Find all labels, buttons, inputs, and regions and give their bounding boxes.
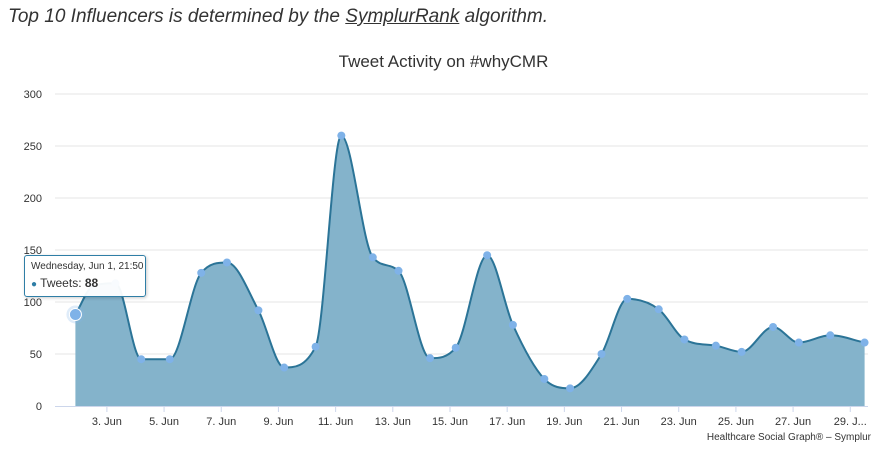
chart-credit[interactable]: Healthcare Social Graph® – Symplur	[706, 432, 871, 443]
data-point[interactable]	[737, 347, 746, 356]
data-point[interactable]	[254, 306, 263, 315]
symplurrank-link[interactable]: SymplurRank	[345, 6, 460, 27]
data-point[interactable]	[508, 320, 517, 329]
data-point[interactable]	[680, 335, 689, 344]
x-tick-label: 25. Jun	[718, 416, 754, 428]
data-point[interactable]	[623, 294, 632, 303]
data-point[interactable]	[860, 338, 869, 347]
x-tick-label: 15. Jun	[432, 416, 468, 428]
data-point[interactable]	[137, 355, 146, 364]
x-tick-label: 19. Jun	[546, 416, 582, 428]
data-point[interactable]	[368, 253, 377, 262]
x-tick-label: 7. Jun	[206, 416, 236, 428]
data-point[interactable]	[769, 322, 778, 331]
headline-suffix: algorithm.	[459, 6, 549, 27]
headline-prefix: Top 10 Influencers is determined by the	[8, 6, 346, 27]
y-tick-label: 50	[30, 349, 42, 361]
x-tick-label: 23. Jun	[661, 416, 697, 428]
x-tick-label: 13. Jun	[375, 416, 411, 428]
data-point[interactable]	[197, 268, 206, 277]
tooltip-date: Wednesday, Jun 1, 21:50	[31, 261, 144, 272]
x-tick-label: 9. Jun	[263, 416, 293, 428]
data-point[interactable]	[280, 363, 289, 372]
x-tick-label: 21. Jun	[603, 416, 639, 428]
tooltip-value: 88	[84, 276, 99, 290]
data-point[interactable]	[425, 354, 434, 363]
data-point[interactable]	[794, 338, 803, 347]
y-tick-label: 300	[24, 89, 42, 101]
axes: 0 50 100 150 200 250 300 3. Jun 5. Jun 7. Jun 9. J…	[24, 89, 868, 428]
x-tick-label: 5. Jun	[149, 416, 179, 428]
data-point[interactable]	[451, 343, 460, 352]
page-headline: Top 10 Influencers is determined by the …	[8, 6, 548, 28]
y-tick-label: 250	[24, 141, 42, 153]
x-tick-label: 11. Jun	[318, 416, 353, 428]
data-point-hovered[interactable]	[68, 307, 82, 321]
data-point[interactable]	[394, 266, 403, 275]
data-point[interactable]	[826, 331, 835, 340]
tooltip-series-dot-icon: ●	[31, 279, 38, 290]
data-point[interactable]	[654, 305, 663, 314]
data-point[interactable]	[337, 131, 346, 140]
data-point[interactable]	[566, 384, 575, 393]
data-point[interactable]	[311, 342, 320, 351]
grid-lines	[55, 93, 868, 355]
x-tick-label: 3. Jun	[92, 416, 122, 428]
x-tick-label: 17. Jun	[489, 416, 525, 428]
y-tick-label: 200	[24, 193, 42, 205]
x-tick-label: 29. J...	[834, 416, 867, 428]
data-point[interactable]	[165, 355, 174, 364]
data-tooltip: Wednesday, Jun 1, 21:50 ● Tweets: 88	[24, 255, 146, 297]
data-point[interactable]	[222, 258, 231, 267]
data-point[interactable]	[540, 374, 549, 383]
y-tick-label: 150	[24, 245, 42, 257]
series-area	[75, 135, 865, 406]
data-point[interactable]	[597, 350, 606, 358]
data-point[interactable]	[483, 251, 492, 260]
tooltip-series-label: Tweets:	[40, 276, 82, 290]
y-tick-label: 0	[36, 401, 42, 413]
y-tick-label: 100	[24, 297, 42, 309]
area-layer	[74, 134, 865, 406]
data-point[interactable]	[711, 341, 720, 350]
x-tick-label: 27. Jun	[775, 416, 811, 428]
chart-title: Tweet Activity on #whyCMR	[338, 52, 549, 71]
